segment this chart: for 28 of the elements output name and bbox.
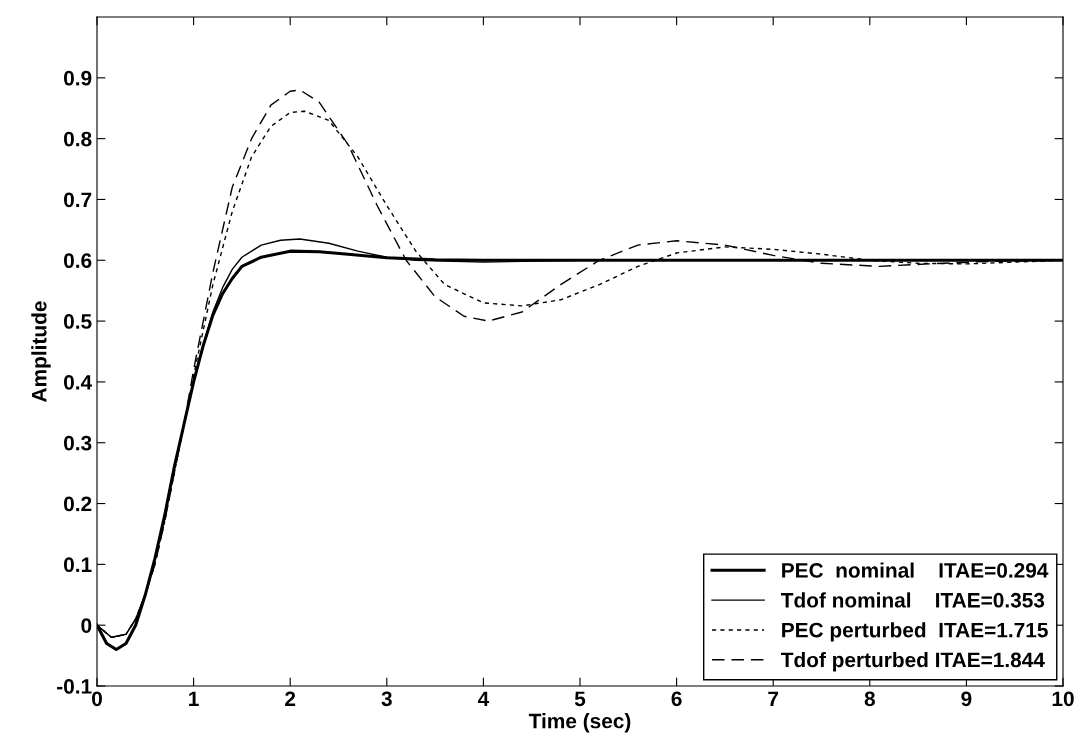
legend-label: Tdof perturbed ITAE=1.844 (781, 652, 1045, 672)
legend-label: Tdof nominal ITAE=0.353 (781, 592, 1045, 608)
y-axis-title: Amplitude (31, 301, 51, 402)
x-tick-label: 2 (285, 691, 296, 706)
x-tick-label: 9 (961, 691, 972, 707)
x-tick-label: 5 (574, 691, 586, 707)
x-tick-label: 0 (92, 691, 102, 707)
x-tick-label: 8 (864, 691, 875, 707)
y-tick-label: 0.9 (64, 70, 92, 86)
y-tick-label: 0.4 (64, 374, 93, 390)
y-tick-label: 0.7 (64, 192, 92, 208)
y-tick-label: 0.5 (64, 314, 92, 329)
x-tick-label: 7 (768, 691, 779, 706)
legend-label: PEC nominal ITAE=0.294 (782, 562, 1049, 578)
y-tick-label: 0 (81, 618, 92, 633)
legend-label: PEC perturbed ITAE=1.715 (782, 622, 1048, 642)
y-tick-label: 0.1 (64, 557, 92, 573)
y-tick-label: 0.2 (64, 496, 92, 512)
x-tick-label: 4 (477, 691, 490, 706)
x-tick-label: 3 (381, 691, 392, 707)
x-tick-label: 10 (1052, 691, 1074, 707)
y-tick-label: 0.8 (64, 131, 92, 147)
x-tick-label: 1 (189, 691, 199, 706)
y-tick-label: 0.3 (64, 435, 92, 451)
x-axis-title: Time (sec) (528, 713, 631, 733)
x-tick-label: 6 (671, 691, 682, 707)
y-tick-label: 0.6 (64, 253, 92, 269)
y-tick-label: -0.1 (57, 679, 92, 694)
